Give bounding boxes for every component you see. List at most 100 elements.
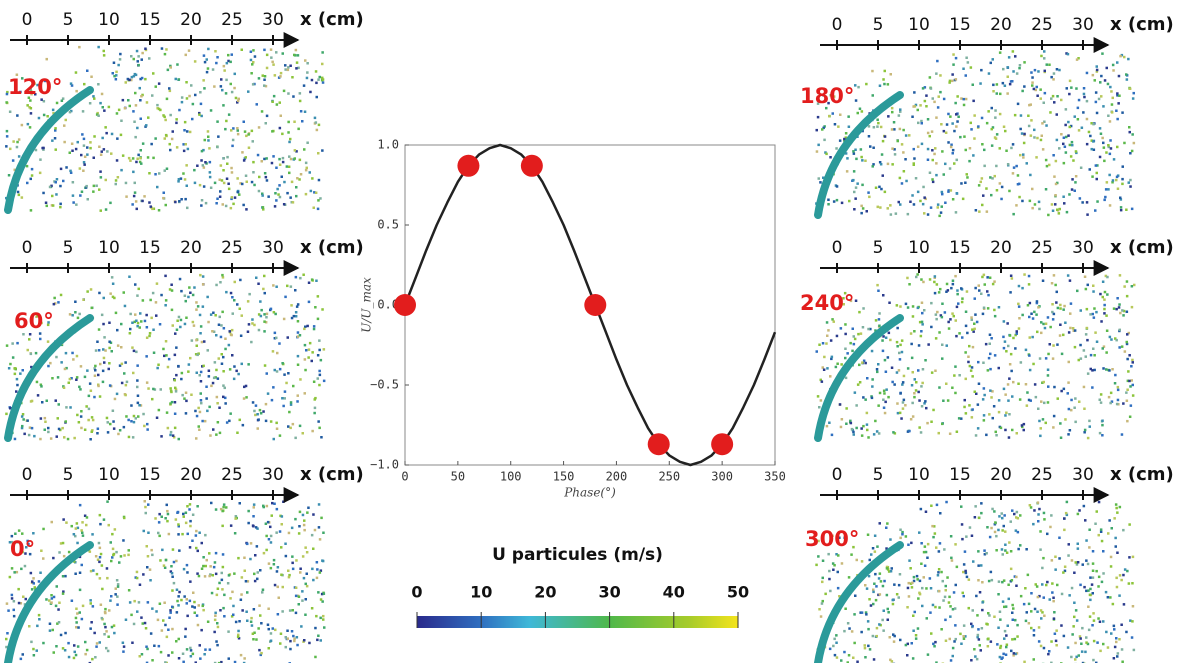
- particle: [1029, 399, 1032, 402]
- particle: [815, 350, 818, 353]
- particle: [209, 109, 213, 112]
- particle: [875, 430, 879, 433]
- particle: [1130, 207, 1134, 211]
- particle: [190, 393, 193, 396]
- particle: [933, 645, 936, 648]
- particle: [19, 372, 22, 375]
- particle: [1056, 583, 1059, 587]
- particle: [844, 136, 847, 139]
- particle: [296, 331, 300, 334]
- particle: [854, 84, 857, 87]
- particle: [97, 83, 100, 86]
- particle: [119, 52, 122, 56]
- particle: [881, 618, 884, 622]
- particle: [990, 144, 994, 147]
- particle: [822, 176, 825, 179]
- particle: [59, 205, 62, 209]
- particle: [269, 541, 273, 544]
- particle: [218, 315, 221, 319]
- particle: [70, 109, 73, 113]
- particle: [169, 611, 172, 614]
- particle: [883, 392, 886, 395]
- particle: [114, 182, 117, 186]
- particle: [277, 596, 280, 599]
- particle: [147, 387, 150, 390]
- particle: [177, 178, 181, 181]
- particle: [175, 559, 178, 563]
- particle: [211, 330, 214, 333]
- particle: [1068, 594, 1071, 597]
- particle: [239, 653, 243, 657]
- particle: [1106, 646, 1110, 649]
- particle: [962, 103, 966, 107]
- particle: [154, 137, 157, 140]
- particle: [292, 634, 295, 638]
- particle: [36, 314, 39, 318]
- particle: [191, 605, 194, 608]
- particle: [211, 381, 215, 385]
- particle: [912, 105, 915, 108]
- particle: [289, 137, 292, 141]
- particle: [294, 311, 298, 314]
- particle: [303, 343, 307, 347]
- particle: [1106, 275, 1109, 279]
- particle: [1069, 155, 1073, 158]
- particle: [134, 200, 138, 203]
- particle: [955, 158, 958, 162]
- particle: [840, 562, 844, 565]
- particle: [1069, 312, 1072, 315]
- particle: [1107, 395, 1111, 399]
- particle: [1112, 158, 1116, 161]
- particle: [939, 314, 943, 317]
- particle: [1109, 401, 1112, 405]
- particle: [318, 369, 321, 373]
- particle: [1027, 622, 1031, 625]
- particle: [101, 380, 105, 384]
- particle: [986, 369, 990, 372]
- particle: [294, 289, 297, 292]
- particle: [956, 95, 959, 98]
- particle: [1040, 54, 1043, 58]
- particle: [296, 54, 300, 57]
- particle: [1087, 628, 1091, 632]
- particle: [146, 428, 149, 431]
- particle: [1100, 539, 1104, 543]
- particle: [1127, 331, 1130, 335]
- particle: [1024, 348, 1028, 352]
- particle: [940, 123, 943, 126]
- particle: [116, 585, 120, 588]
- particle: [842, 303, 845, 306]
- particle: [1126, 357, 1129, 361]
- particle: [304, 613, 307, 616]
- particle: [123, 107, 127, 110]
- particle: [1000, 197, 1003, 201]
- particle: [186, 614, 189, 618]
- particle: [225, 177, 229, 180]
- particle: [945, 500, 948, 504]
- particle: [960, 300, 964, 304]
- particle: [45, 598, 48, 601]
- particle: [274, 312, 277, 316]
- particle: [899, 203, 902, 206]
- particle: [937, 550, 941, 553]
- particle: [827, 101, 830, 105]
- particle: [1036, 136, 1039, 140]
- particle: [860, 611, 864, 614]
- particle: [257, 418, 260, 421]
- particle: [99, 603, 103, 606]
- particle: [156, 366, 159, 370]
- particle: [1048, 63, 1051, 66]
- particle: [820, 380, 824, 383]
- particle: [912, 614, 915, 617]
- particle: [177, 364, 180, 368]
- particle: [899, 108, 902, 111]
- particle: [1059, 303, 1062, 307]
- particle: [1099, 530, 1103, 533]
- particle: [1031, 206, 1034, 210]
- particle: [876, 205, 879, 209]
- particle: [304, 368, 307, 372]
- particle: [905, 179, 908, 183]
- particle: [964, 377, 967, 381]
- particle: [240, 593, 243, 596]
- colorbar-tick-label: 0: [411, 583, 422, 602]
